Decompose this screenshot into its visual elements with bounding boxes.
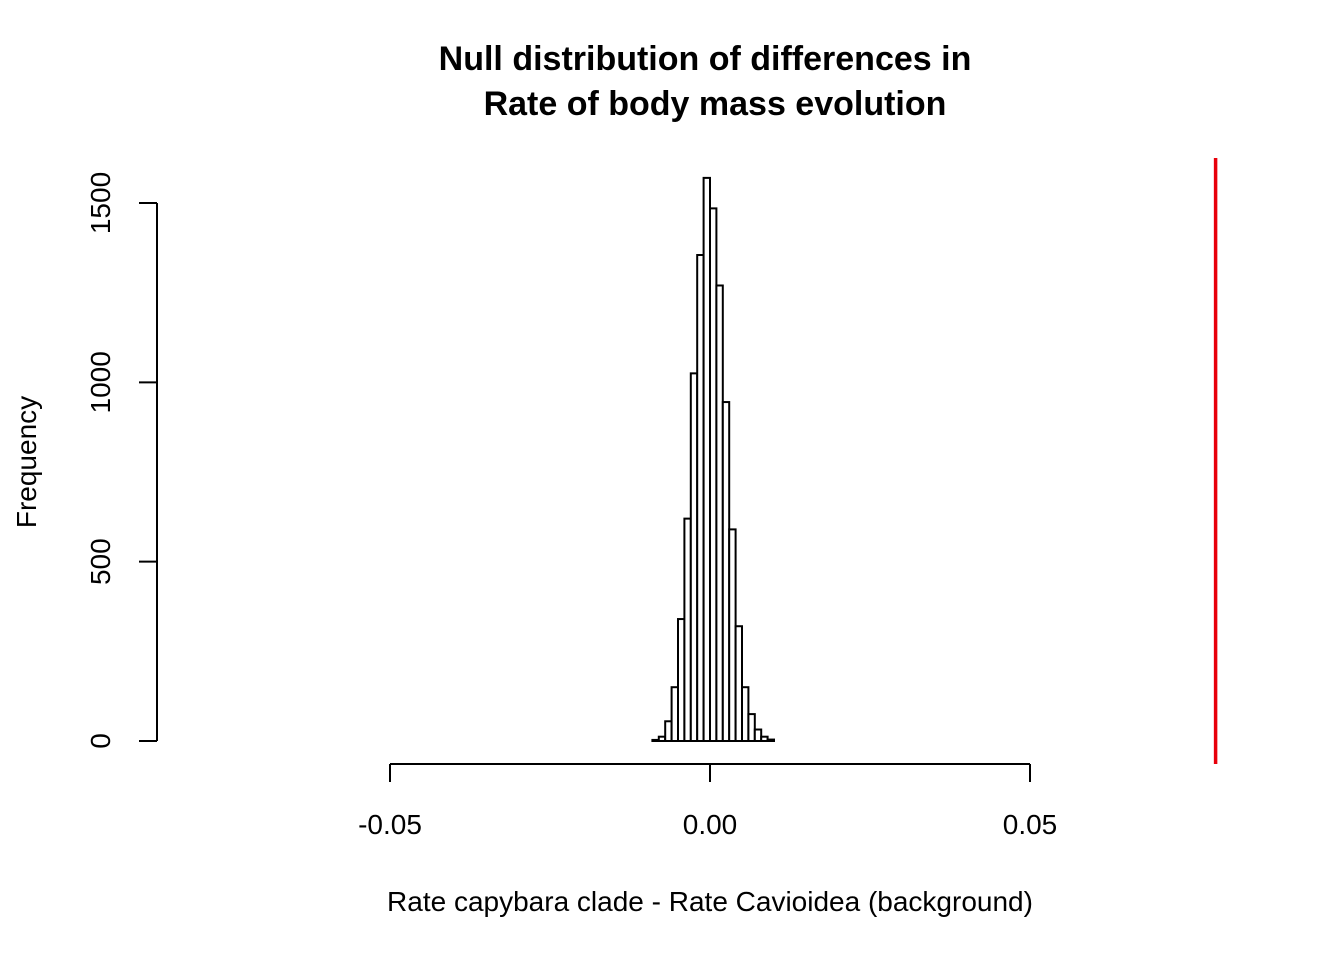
x-axis: -0.05 0.00 0.05 bbox=[358, 763, 1058, 840]
x-tick-label: -0.05 bbox=[358, 809, 422, 840]
y-axis-label: Frequency bbox=[11, 396, 42, 528]
chart-subtitle: Rate of body mass evolution bbox=[484, 85, 947, 123]
y-tick-label: 500 bbox=[85, 538, 116, 585]
histogram-bar bbox=[766, 738, 775, 742]
y-tick-label: 1000 bbox=[85, 351, 116, 413]
y-tick-label: 1500 bbox=[85, 172, 116, 234]
x-tick-label: 0.00 bbox=[683, 809, 738, 840]
chart-title: Null distribution of differences in bbox=[439, 40, 972, 78]
y-axis: 0 500 1000 1500 bbox=[85, 172, 158, 749]
x-tick-label: 0.05 bbox=[1003, 809, 1058, 840]
histogram-bar bbox=[734, 625, 743, 742]
histogram-bar bbox=[747, 713, 756, 742]
x-axis-label: Rate capybara clade - Rate Cavioidea (ba… bbox=[387, 886, 1033, 917]
y-tick-label: 0 bbox=[85, 733, 116, 749]
histogram-bar bbox=[753, 728, 763, 743]
histogram-bars bbox=[651, 176, 775, 743]
